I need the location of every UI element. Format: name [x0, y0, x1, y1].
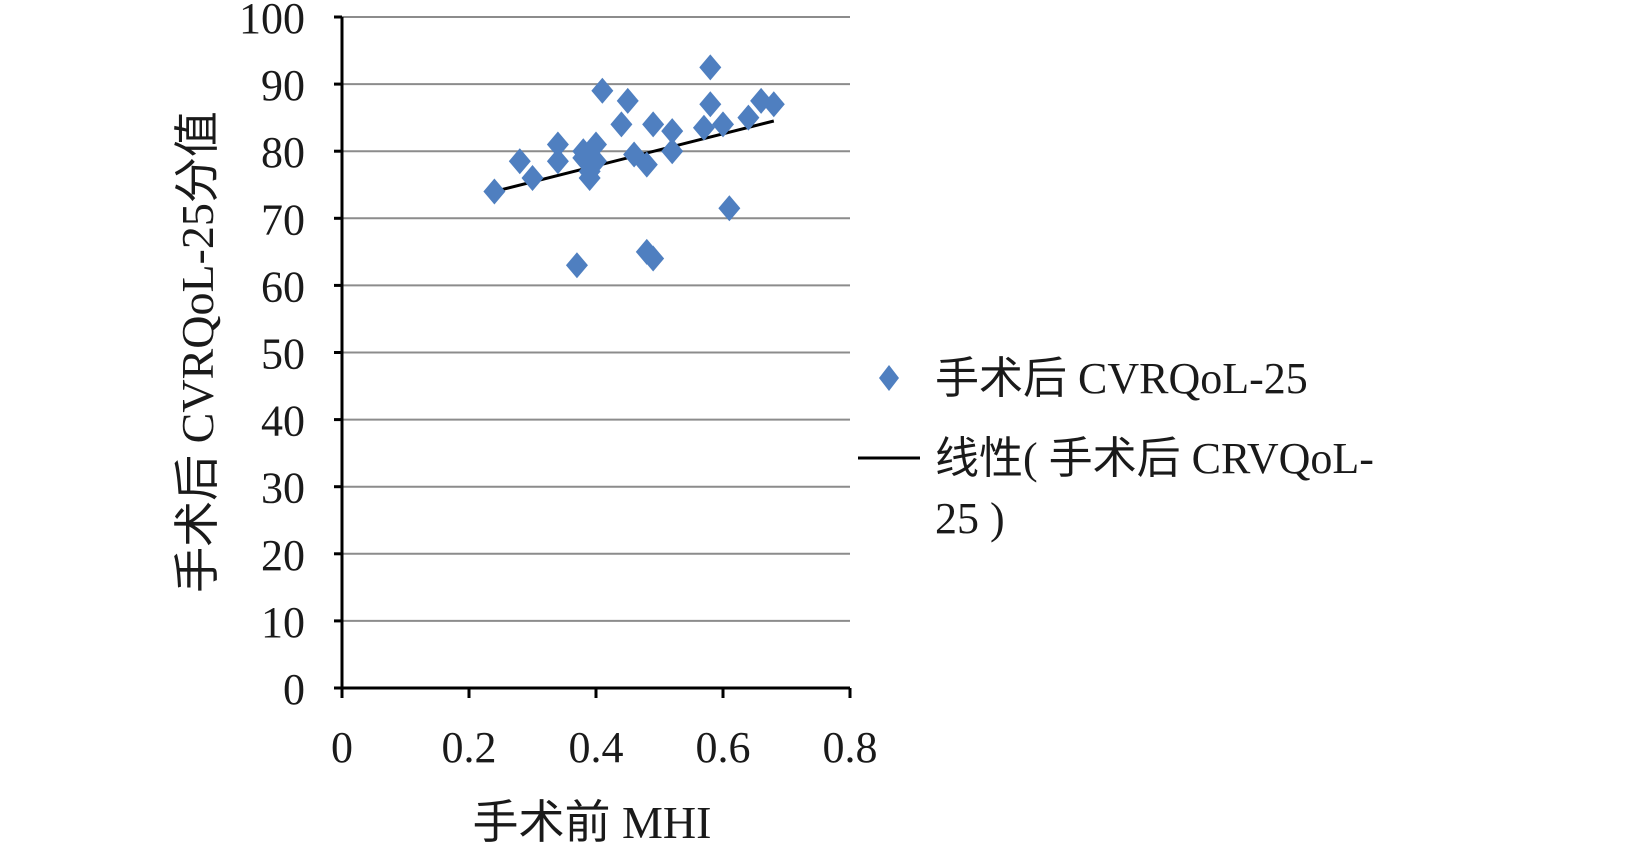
legend-label-trendline-1: 线性( 手术后 CRVQoL- [935, 434, 1374, 483]
data-point [762, 91, 785, 118]
data-point [521, 165, 544, 192]
data-point [508, 148, 531, 175]
y-tick-label: 30 [261, 464, 305, 513]
data-point [546, 131, 569, 158]
y-tick-label: 60 [261, 262, 305, 311]
legend-marker-diamond [879, 365, 899, 391]
data-point [642, 111, 665, 138]
y-axis-title: 手术后 CVRQoL-25分值 [172, 111, 223, 593]
y-tick-label: 0 [283, 665, 305, 714]
scatter-points [483, 54, 785, 279]
x-tick-label: 0.8 [823, 723, 878, 772]
axes [334, 15, 852, 698]
data-point [616, 87, 639, 114]
data-point [483, 178, 506, 205]
y-tick-label: 10 [261, 598, 305, 647]
data-point [737, 104, 760, 131]
data-point [718, 195, 741, 222]
y-tick-label: 70 [261, 195, 305, 244]
x-tick-label: 0.6 [696, 723, 751, 772]
data-point [585, 148, 607, 175]
data-point [591, 77, 614, 104]
data-point [661, 118, 684, 145]
data-point [692, 114, 715, 141]
x-tick-label: 0.4 [569, 723, 624, 772]
x-axis-title: 手术前 MHI [473, 797, 712, 845]
x-tick-label: 0.2 [442, 723, 497, 772]
y-tick-label: 80 [261, 128, 305, 177]
y-tick-label: 50 [261, 330, 305, 379]
gridlines [342, 16, 850, 622]
data-point [546, 148, 569, 175]
legend-label-trendline-2: 25 ) [935, 494, 1005, 543]
legend-label-scatter: 手术后 CVRQoL-25 [935, 354, 1308, 403]
legend: 手术后 CVRQoL-25 线性( 手术后 CRVQoL- 25 ) [858, 354, 1374, 543]
data-point [585, 131, 607, 158]
data-point [565, 252, 588, 279]
tick-labels: 0 10 20 30 40 50 60 70 80 90 100 0 0.2 0.4 0.6 0.8 [239, 0, 878, 772]
x-tick-label: 0 [331, 723, 353, 772]
y-tick-label: 20 [261, 531, 305, 580]
data-point [661, 138, 684, 165]
data-point [610, 111, 633, 138]
y-tick-label: 40 [261, 397, 305, 446]
y-tick-label: 100 [239, 0, 305, 43]
data-point [699, 91, 722, 118]
data-point [642, 245, 665, 272]
data-point [699, 54, 722, 81]
data-point [635, 151, 658, 178]
y-tick-label: 90 [261, 61, 305, 110]
data-point [712, 111, 734, 138]
